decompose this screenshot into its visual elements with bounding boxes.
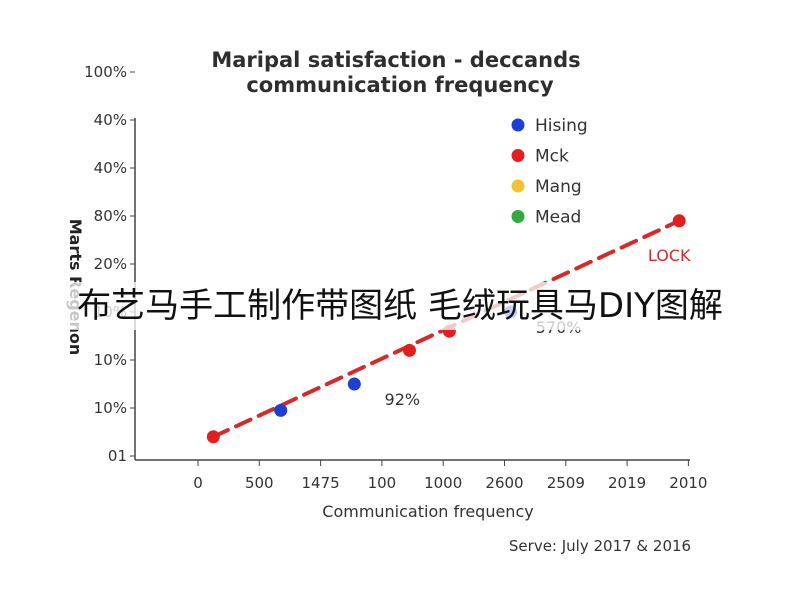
y-axis-ticks: 100%40%40%80%20%10%10%10%01 xyxy=(84,63,135,465)
legend: Hising Mck Mang Mead xyxy=(511,116,588,228)
x-tick-label: 100 xyxy=(368,474,397,492)
y-tick-label: 40% xyxy=(94,111,127,129)
y-tick-label: 80% xyxy=(94,207,127,225)
x-tick-label: 2019 xyxy=(608,474,646,492)
legend-label: Mead xyxy=(535,208,581,228)
chart-title: Maripal satisfaction - deccands communic… xyxy=(211,48,580,97)
y-tick-label: 20% xyxy=(94,255,127,273)
data-point xyxy=(672,214,686,228)
chart-title-line-2: communication frequency xyxy=(246,73,554,97)
legend-marker xyxy=(511,149,525,162)
legend-marker xyxy=(511,118,525,132)
x-tick-label: 2010 xyxy=(669,474,707,492)
x-tick-label: 1000 xyxy=(424,474,462,492)
annotations-layer: 92%570% xyxy=(385,318,582,409)
x-tick-label: 500 xyxy=(245,474,274,492)
trendline-label: LOCK xyxy=(648,246,691,265)
y-tick-label: 100% xyxy=(84,63,127,81)
legend-label: Mck xyxy=(535,147,569,167)
legend-label: Hising xyxy=(535,116,588,136)
x-tick-label: 2600 xyxy=(485,474,523,492)
source-note: Serve: July 2017 & 2016 xyxy=(509,537,691,555)
x-axis-ticks: 0 500 1475 100 1000 2600 2509 2019 2010 xyxy=(193,460,707,492)
data-annotation: 92% xyxy=(385,390,421,409)
legend-marker xyxy=(511,210,525,223)
data-point xyxy=(347,377,361,391)
x-tick-label: 1475 xyxy=(302,474,340,492)
y-tick-label: 40% xyxy=(94,159,127,177)
caption-band xyxy=(0,282,800,330)
y-tick-label: 01 xyxy=(108,447,127,465)
x-tick-label: 0 xyxy=(193,474,203,492)
data-point xyxy=(402,343,416,357)
x-axis-label: Communication frequency xyxy=(322,502,533,521)
y-tick-label: 10% xyxy=(94,399,127,417)
chart-title-line-1: Maripal satisfaction - deccands xyxy=(211,48,580,72)
data-point xyxy=(274,403,288,417)
legend-marker xyxy=(511,179,525,193)
data-point xyxy=(206,430,220,444)
legend-label: Mang xyxy=(535,177,582,197)
x-tick-label: 2509 xyxy=(547,474,585,492)
overlay-caption: 布艺马手工制作带图纸 毛绒玩具马DIY图解 xyxy=(77,286,723,326)
y-tick-label: 10% xyxy=(94,351,127,369)
